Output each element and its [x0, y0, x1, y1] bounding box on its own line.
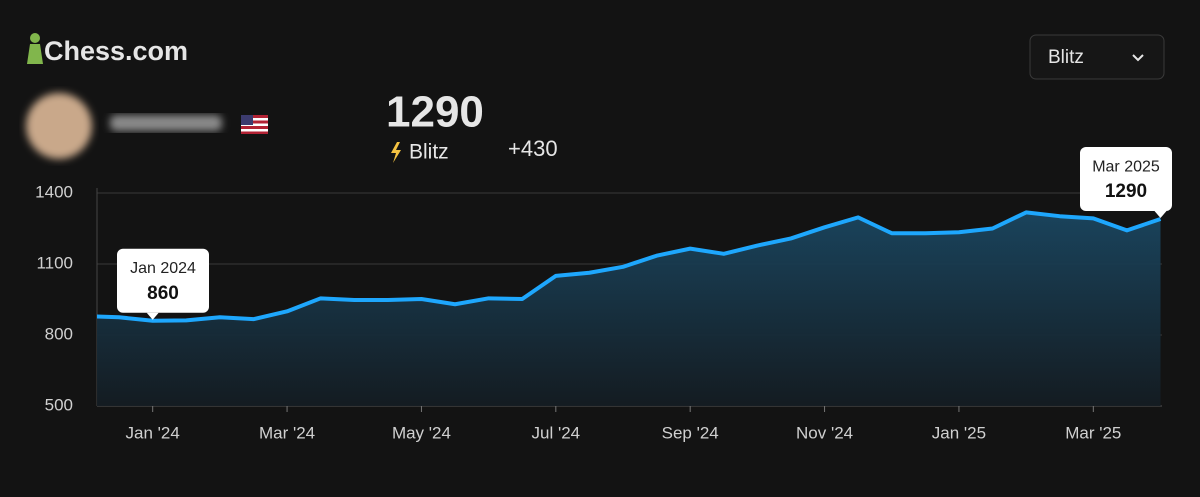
x-tick-label: Mar '25 — [1065, 423, 1121, 442]
rating-change: +430 — [508, 136, 558, 161]
mode-dropdown[interactable] — [1029, 34, 1165, 80]
line — [97, 210, 1162, 323]
blitz-icon — [391, 142, 401, 163]
x-tick-label: Nov '24 — [796, 423, 853, 442]
y-tick-label: 500 — [45, 395, 73, 414]
tooltip-pointer — [146, 312, 159, 320]
x-tick-label: Jul '24 — [532, 423, 581, 442]
flag — [241, 115, 268, 134]
mode-label: Blitz — [409, 141, 449, 164]
x-tick-label: Jan '25 — [932, 423, 986, 442]
avatar[interactable] — [26, 93, 92, 159]
area — [97, 212, 1161, 406]
dropdown-chevron — [1132, 54, 1144, 62]
dropdown-label[interactable]: Blitz — [1048, 47, 1084, 68]
y-tick-label: 1400 — [35, 182, 73, 201]
tooltip-pointer — [1154, 211, 1167, 219]
y-tick-label: 800 — [45, 324, 73, 343]
x-tick-label: Jan '24 — [126, 423, 180, 442]
username-blurred[interactable] — [110, 115, 222, 131]
x-tick-label: Sep '24 — [662, 423, 719, 442]
tooltip-value: 860 — [147, 283, 179, 304]
tooltip-value: 1290 — [1105, 181, 1147, 202]
x-tick-label: Mar '24 — [259, 423, 315, 442]
brand[interactable]: Chess.com — [44, 36, 188, 66]
tooltip: Mar 2025 1290 — [1080, 147, 1172, 219]
tooltip-date: Mar 2025 — [1092, 158, 1160, 175]
tooltip-box — [117, 248, 209, 313]
tooltip-box — [1080, 147, 1172, 212]
y-tick-label: 1100 — [36, 253, 73, 272]
tooltip: Jan 2024 860 — [117, 248, 209, 320]
logo-icon — [27, 33, 43, 64]
x-tick-label: May '24 — [392, 423, 451, 442]
rating: 1290 — [386, 88, 484, 137]
tooltip-date: Jan 2024 — [130, 260, 196, 277]
